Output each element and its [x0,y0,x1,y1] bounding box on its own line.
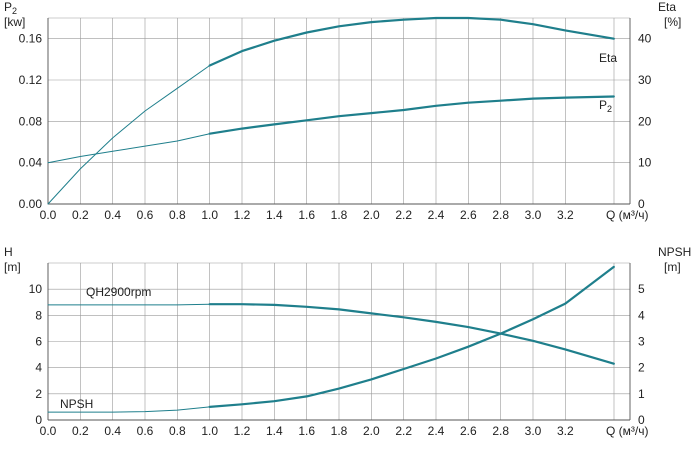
chart-1-x-tick-label: 2.6 [460,208,477,222]
chart-2-right-tick-label: 4 [638,308,645,322]
chart-1-x-tick-label: 2.8 [492,208,509,222]
series-label-p2-sub: 2 [607,104,612,114]
chart-1-p-curve-extended [47,133,211,164]
chart-2-right-tick-label: 3 [638,335,645,349]
chart-2-x-tick-label: 1.6 [298,424,315,438]
chart-1-left-axis-label: P2 [4,0,17,16]
chart-1-p-curve [208,95,615,135]
chart-1-x-tick-label: 3.2 [557,208,574,222]
chart-2-left-tick-label: 8 [35,308,42,322]
series-label-qh: QH2900rpm [86,285,151,299]
chart-1-x-tick-label: 3.0 [525,208,542,222]
chart-1-x-tick-label: 1.8 [331,208,348,222]
chart-1-left-axis-unit: [kw] [4,15,25,29]
chart-2-x-tick-label: 0.6 [137,424,154,438]
chart-2-x-tick-label: 2.4 [428,424,445,438]
chart-2-x-tick-label: 2.2 [395,424,412,438]
chart-2-x-tick-label: 0.4 [104,424,121,438]
chart-2-x-tick-label: 3.2 [557,424,574,438]
chart-1-x-tick-label: 1.6 [298,208,315,222]
chart-1-x-tick-label: 0.0 [40,208,57,222]
chart-1-left-axis-label-main: P [4,0,12,14]
chart-1-right-tick-label: 10 [638,156,652,170]
chart-2-left-tick-label: 0 [35,413,42,427]
series-label-p2-main: P [599,98,607,112]
chart-1-x-tick-label: 1.2 [234,208,251,222]
chart-1-right-tick-label: 30 [638,73,652,87]
chart-2-npsh-curve [208,265,615,408]
chart-1-left-tick-label: 0.08 [19,114,43,128]
chart-2-x-tick-label: 1.8 [331,424,348,438]
chart-2-right-tick-label: 1 [638,387,645,401]
chart-2-qh2900rpm-curve [208,303,615,365]
chart-1-right-axis-label: Eta [658,0,676,14]
chart-2-x-tick-label: 2.0 [363,424,380,438]
chart-2-x-axis-label: Q (м³/ч) [606,424,649,438]
chart-2-npsh-curve-extended [47,406,211,413]
chart-2-x-tick-label: 1.0 [201,424,218,438]
chart-1-x-tick-label: 1.0 [201,208,218,222]
chart-1-x-axis-label: Q (м³/ч) [606,208,649,222]
chart-2-left-axis-unit: [m] [4,260,21,274]
chart-1-x-tick-label: 2.2 [395,208,412,222]
chart-1-right-tick-label: 20 [638,114,652,128]
chart-1-eta-curve-extended [47,65,211,205]
chart-2-right-axis-label: NPSH [658,245,691,259]
chart-1-right-axis-unit: [%] [664,15,681,29]
chart-1-x-tick-label: 0.6 [137,208,154,222]
chart-2-left-tick-label: 2 [35,387,42,401]
chart-2-right-axis-unit: [m] [664,260,681,274]
chart-2-left-tick-label: 10 [29,282,43,296]
chart-1-left-tick-label: 0.04 [19,156,43,170]
chart-1-left-tick-label: 0.00 [19,197,43,211]
chart-2-x-tick-label: 1.4 [266,424,283,438]
chart-2-left-tick-label: 6 [35,335,42,349]
chart-1-x-tick-label: 2.4 [428,208,445,222]
series-label-npsh: NPSH [60,397,93,411]
chart-1-right-tick-label: 0 [638,197,645,211]
chart-1-x-tick-label: 2.0 [363,208,380,222]
chart-1-eta-curve [208,16,615,67]
chart-2-qh2900rpm-curve-extended [47,303,211,306]
chart-2-left-tick-label: 4 [35,361,42,375]
chart-2-x-tick-label: 2.8 [492,424,509,438]
chart-1-left-axis-label-sub: 2 [12,6,17,16]
chart-2-right-tick-label: 5 [638,282,645,296]
series-label-p2: P2 [599,98,612,114]
chart-1-x-tick-label: 1.4 [266,208,283,222]
chart-1-left-tick-label: 0.12 [19,73,43,87]
chart-2-x-tick-label: 1.2 [234,424,251,438]
chart-2-right-tick-label: 2 [638,361,645,375]
chart-1-x-tick-label: 0.2 [72,208,89,222]
chart-2-x-tick-label: 0.0 [40,424,57,438]
chart-1-left-tick-label: 0.16 [19,32,43,46]
chart-2-left-axis-label-main: H [4,245,13,259]
chart-2-x-tick-label: 0.2 [72,424,89,438]
chart-2-x-tick-label: 0.8 [169,424,186,438]
chart-1-x-tick-label: 0.4 [104,208,121,222]
chart-2-x-tick-label: 3.0 [525,424,542,438]
chart-2-x-tick-label: 2.6 [460,424,477,438]
chart-2-right-tick-label: 0 [638,413,645,427]
series-label-eta: Eta [599,51,617,65]
chart-2-left-axis-label: H [4,245,13,259]
chart-1-right-tick-label: 40 [638,32,652,46]
chart-1-x-tick-label: 0.8 [169,208,186,222]
